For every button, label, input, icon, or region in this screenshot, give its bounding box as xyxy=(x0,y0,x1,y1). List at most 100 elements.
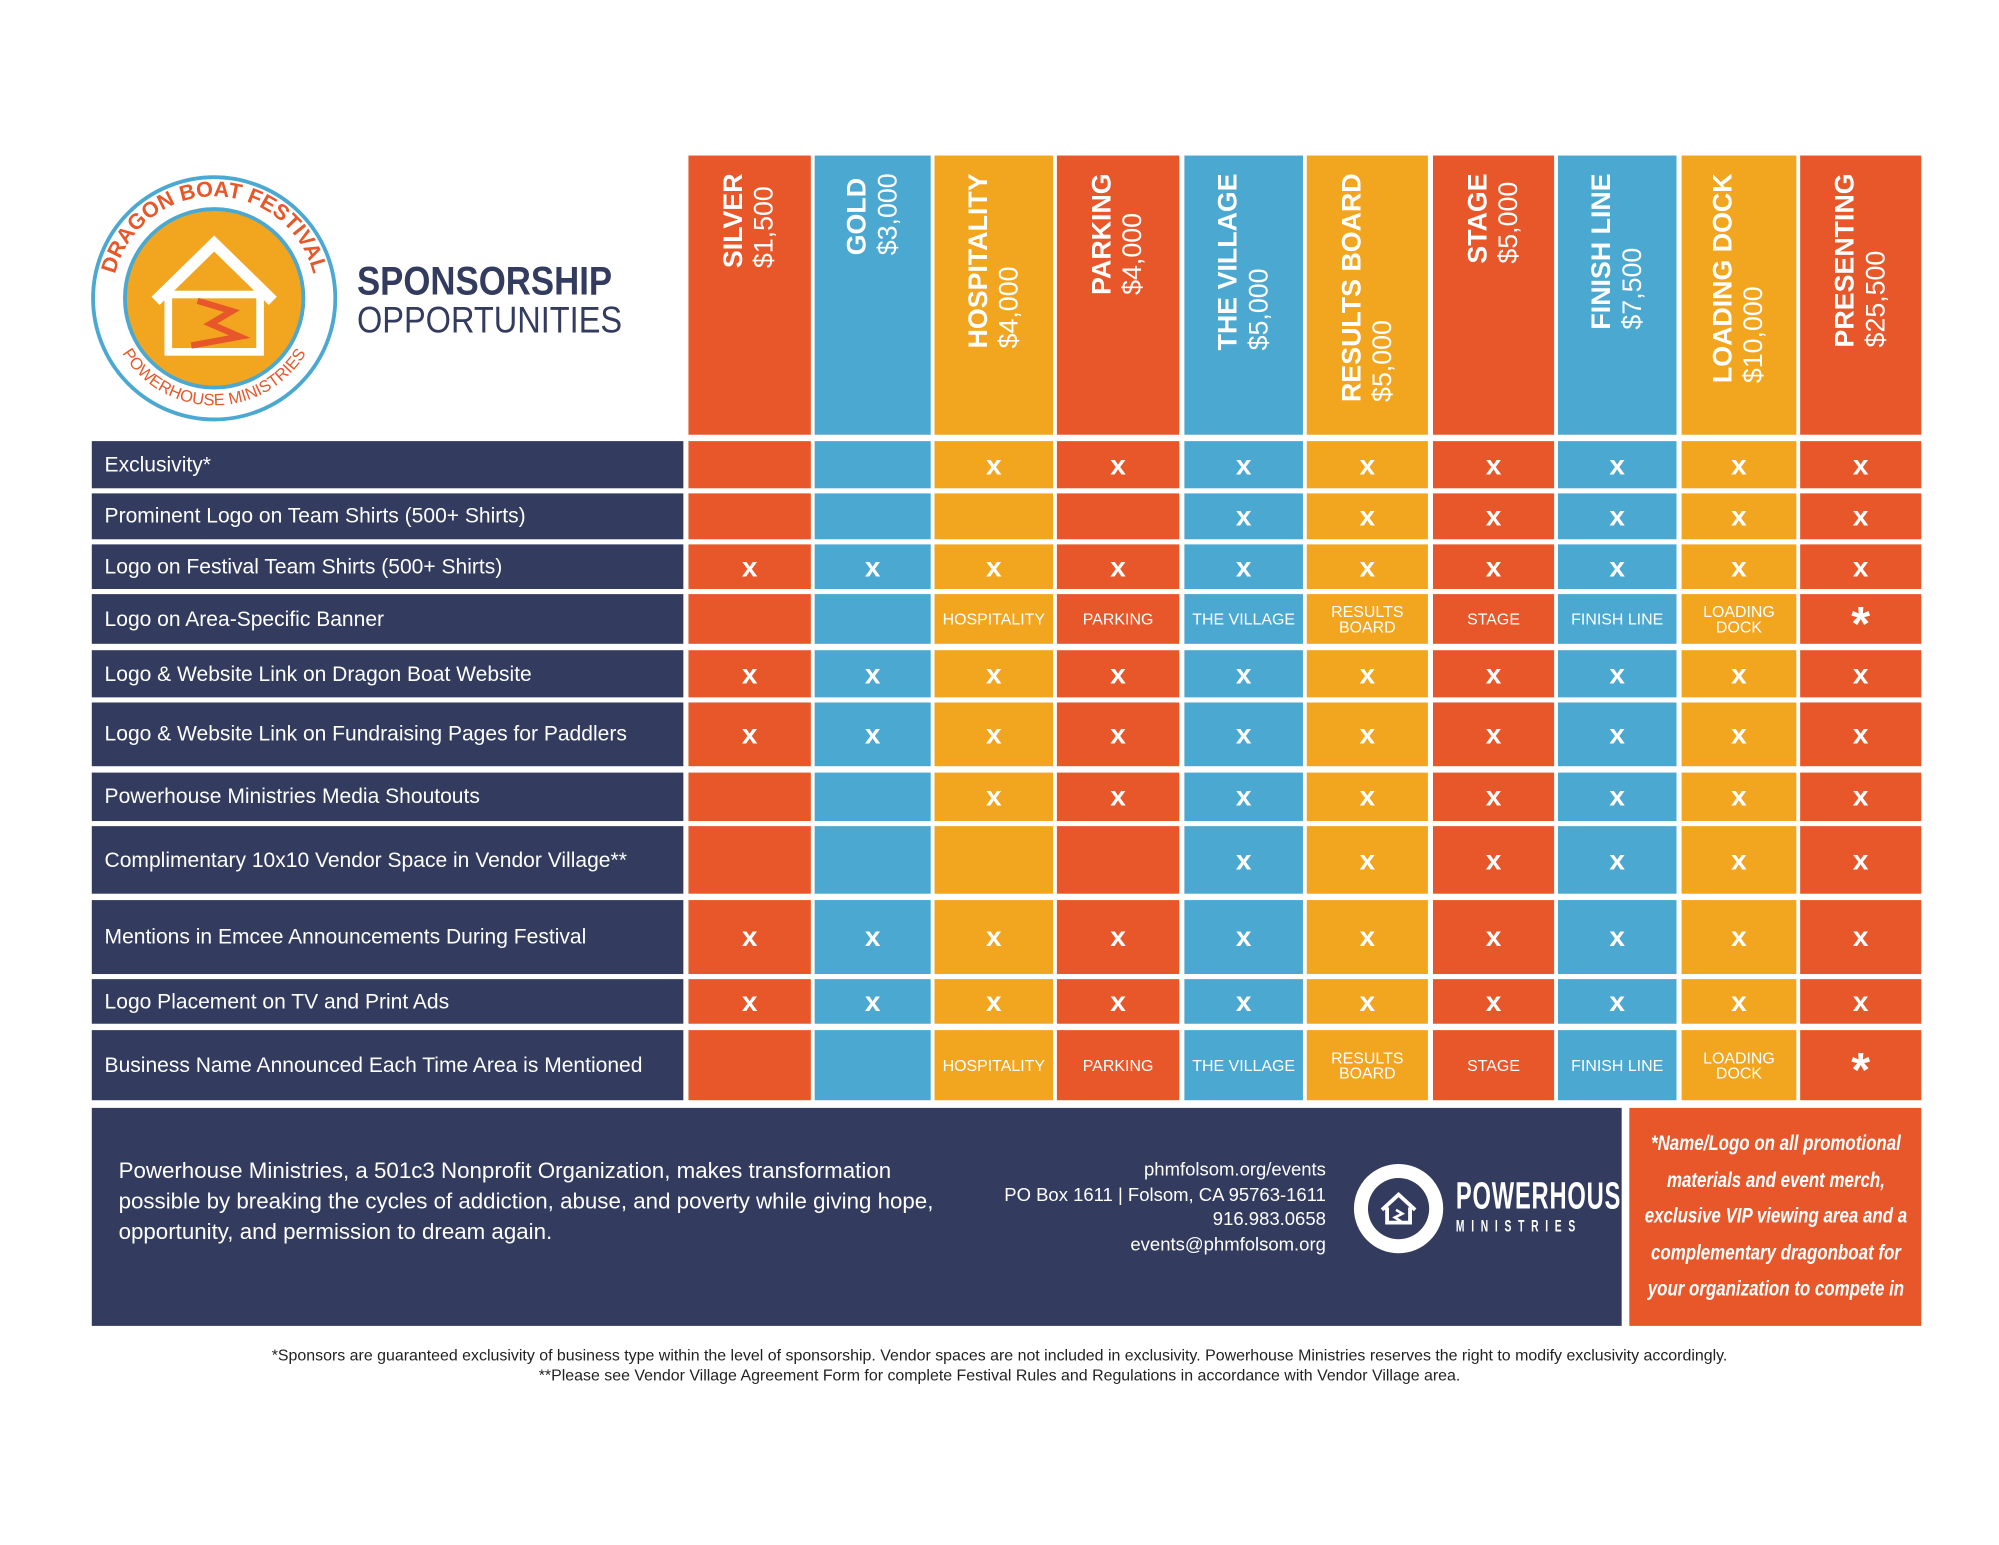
tier-price: $1,500 xyxy=(749,186,779,269)
brand-line1: POWERHOUSE xyxy=(1455,1175,1638,1218)
included-mark: x xyxy=(688,900,811,975)
benefit-label: Logo Placement on TV and Print Ads xyxy=(91,979,684,1024)
included-mark: x xyxy=(1306,702,1428,767)
included-mark: x xyxy=(1432,826,1555,894)
benefit-label: Exclusivity* xyxy=(91,441,684,489)
empty-cell xyxy=(814,1030,931,1101)
empty-cell xyxy=(1056,493,1180,540)
included-mark: x xyxy=(1184,772,1303,822)
included-mark: x xyxy=(1432,441,1555,489)
included-mark: x xyxy=(1306,493,1428,540)
included-mark: x xyxy=(1557,702,1677,767)
tier-header: RESULTS BOARD $5,000 xyxy=(1306,155,1428,435)
included-mark: x xyxy=(1056,650,1180,698)
included-mark: x xyxy=(1800,900,1922,975)
included-mark: x xyxy=(1432,493,1555,540)
tier-name: STAGE xyxy=(1462,173,1493,264)
included-mark: x xyxy=(1306,772,1428,822)
empty-cell xyxy=(934,493,1054,540)
benefit-label: Logo on Festival Team Shirts (500+ Shirt… xyxy=(91,544,684,590)
included-mark: x xyxy=(1432,900,1555,975)
benefit-label: Logo on Area-Specific Banner xyxy=(91,594,684,644)
included-mark: x xyxy=(934,544,1054,590)
included-mark: x xyxy=(814,544,931,590)
website-link[interactable]: phmfolsom.org/events xyxy=(1144,1160,1326,1181)
included-mark: x xyxy=(1557,650,1677,698)
disclaimer-1: *Sponsors are guaranteed exclusivity of … xyxy=(271,1346,1728,1365)
benefit-label: Powerhouse Ministries Media Shoutouts xyxy=(91,772,684,822)
included-mark: x xyxy=(1056,544,1180,590)
area-name-cell: THE VILLAGE xyxy=(1184,594,1303,644)
included-mark: x xyxy=(1184,900,1303,975)
included-mark: x xyxy=(934,772,1054,822)
area-name-cell: PARKING xyxy=(1056,594,1180,644)
included-mark: x xyxy=(1306,826,1428,894)
tier-name: THE VILLAGE xyxy=(1213,173,1243,351)
tier-price: $4,000 xyxy=(993,266,1024,349)
contact-info: phmfolsom.org/events PO Box 1611 | Folso… xyxy=(1004,1159,1326,1258)
included-mark: x xyxy=(1681,493,1797,540)
included-mark: x xyxy=(934,900,1054,975)
included-mark: x xyxy=(1800,702,1922,767)
empty-cell xyxy=(688,826,811,894)
tier-header: LOADING DOCK $10,000 xyxy=(1681,155,1797,435)
included-mark: x xyxy=(1184,979,1303,1024)
included-mark: x xyxy=(688,544,811,590)
area-name-cell: THE VILLAGE xyxy=(1184,1030,1303,1101)
included-mark: x xyxy=(1432,702,1555,767)
area-name-cell: FINISH LINE xyxy=(1557,594,1677,644)
included-mark: x xyxy=(1681,900,1797,975)
tier-price: $5,000 xyxy=(1243,268,1273,351)
benefit-label: Logo & Website Link on Fundraising Pages… xyxy=(91,702,684,767)
powerhouse-brand: POWERHOUSE MINISTRIES xyxy=(1455,1175,1749,1237)
tier-header: PARKING $4,000 xyxy=(1056,155,1180,435)
tier-header: PRESENTING $25,500 xyxy=(1800,155,1922,435)
tier-name: GOLD xyxy=(842,177,872,256)
email-link[interactable]: events@phmfolsom.org xyxy=(1130,1234,1326,1256)
area-name-cell: HOSPITALITY xyxy=(934,594,1054,644)
included-mark: x xyxy=(1056,772,1180,822)
empty-cell xyxy=(814,493,931,540)
tier-price: $10,000 xyxy=(1738,286,1769,384)
included-mark: x xyxy=(1056,702,1180,767)
tier-name: HOSPITALITY xyxy=(963,173,993,349)
area-name-cell: LOADING DOCK xyxy=(1681,594,1797,644)
mission-statement: Powerhouse Ministries, a 501c3 Nonprofit… xyxy=(118,1157,934,1245)
included-mark: x xyxy=(1800,441,1922,489)
tier-header: HOSPITALITY $4,000 xyxy=(934,155,1054,435)
disclaimer-2: **Please see Vendor Village Agreement Fo… xyxy=(538,1366,1461,1385)
empty-cell xyxy=(814,594,931,644)
tier-name: SILVER xyxy=(719,173,749,269)
included-mark: x xyxy=(1306,979,1428,1024)
tier-header: THE VILLAGE $5,000 xyxy=(1184,155,1303,435)
empty-cell xyxy=(688,493,811,540)
included-mark: x xyxy=(1557,441,1677,489)
included-mark: x xyxy=(1800,544,1922,590)
included-mark: x xyxy=(814,702,931,767)
included-mark: x xyxy=(1056,441,1180,489)
included-mark: x xyxy=(1557,979,1677,1024)
included-mark: x xyxy=(1557,493,1677,540)
empty-cell xyxy=(1056,826,1180,894)
included-mark: x xyxy=(934,441,1054,489)
tier-header: GOLD $3,000 xyxy=(814,155,931,435)
title-line1: SPONSORSHIP xyxy=(356,258,613,304)
presenting-note: *Name/Logo on all promotional materials … xyxy=(1629,1107,1922,1326)
area-name-cell: STAGE xyxy=(1432,1030,1555,1101)
tier-name: LOADING DOCK xyxy=(1708,173,1738,384)
footer-panel: Powerhouse Ministries, a 501c3 Nonprofit… xyxy=(91,1107,1637,1326)
included-mark: x xyxy=(934,650,1054,698)
area-name-cell: RESULTS BOARD xyxy=(1306,594,1428,644)
included-mark: x xyxy=(688,702,811,767)
asterisk-icon: * xyxy=(1800,594,1922,651)
empty-cell xyxy=(814,441,931,489)
tier-name: RESULTS BOARD xyxy=(1336,173,1367,402)
included-mark: x xyxy=(1184,544,1303,590)
powerhouse-house-icon xyxy=(1353,1163,1444,1254)
tier-price: $3,000 xyxy=(872,173,902,256)
empty-cell xyxy=(934,826,1054,894)
tier-price: $4,000 xyxy=(1118,212,1148,295)
area-name-cell: PARKING xyxy=(1056,1030,1180,1101)
empty-cell xyxy=(814,826,931,894)
tier-header: STAGE $5,000 xyxy=(1432,155,1555,435)
